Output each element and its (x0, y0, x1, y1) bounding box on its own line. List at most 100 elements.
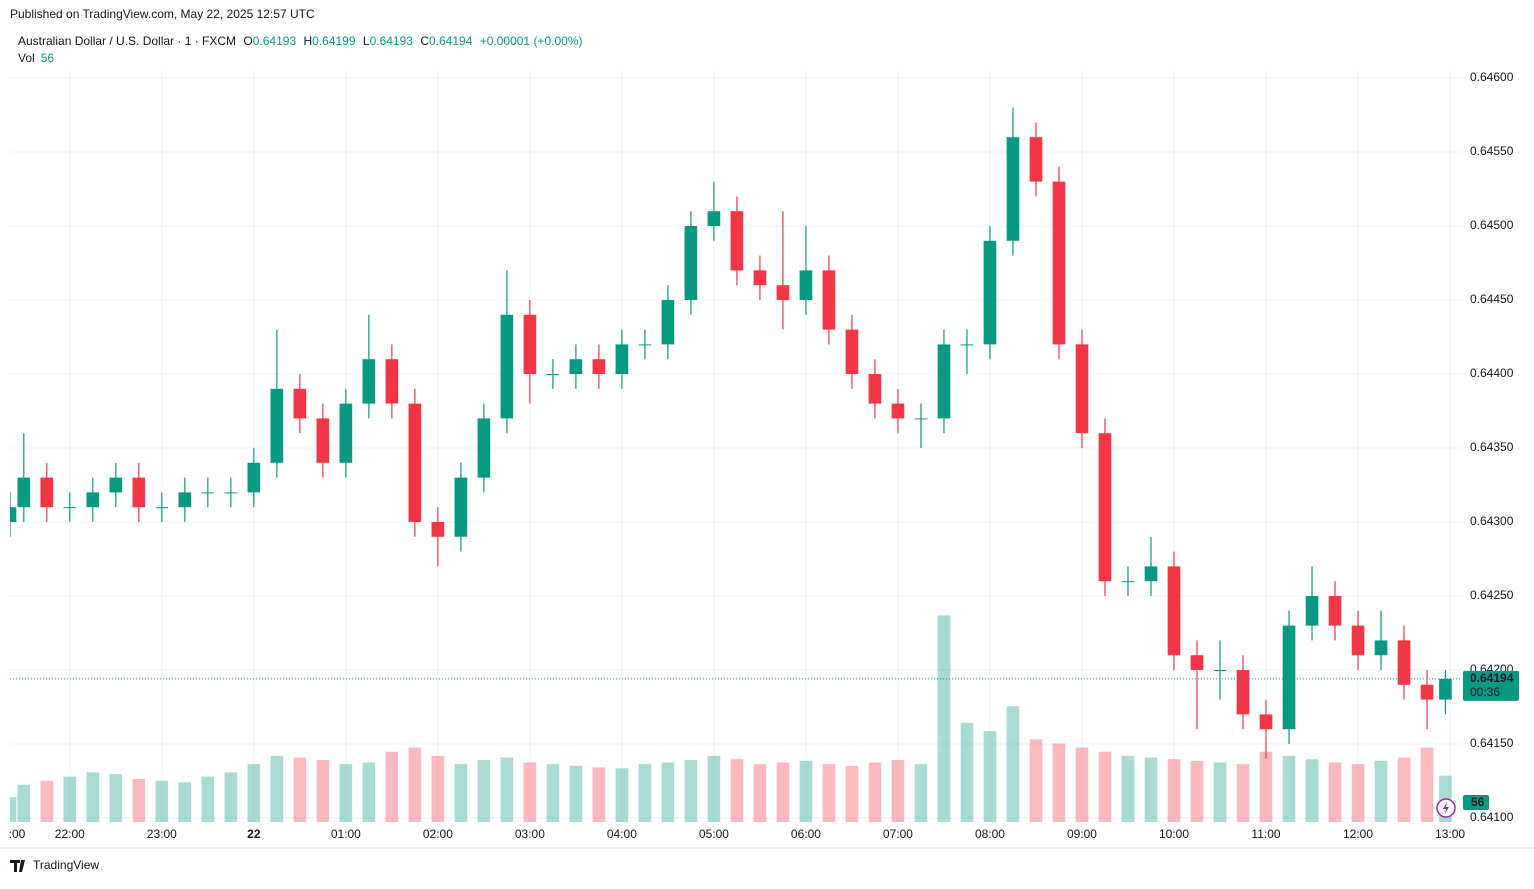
x-tick-label: 05:00 (699, 827, 729, 841)
published: Published on TradingView.com, May 22, 20… (10, 7, 315, 21)
vol-legend: Vol 56 (18, 51, 54, 65)
volume-badge (1463, 795, 1489, 810)
x-tick-label: :00 (9, 827, 26, 841)
volume-bar (707, 755, 721, 822)
candle-body (178, 492, 192, 508)
candle-body (730, 211, 744, 271)
candle-body (1259, 714, 1273, 730)
volume-bar (454, 764, 468, 822)
volume-bar (1282, 755, 1296, 822)
candle-body (661, 300, 675, 345)
volume-bar (1213, 762, 1227, 822)
volume-bar (1121, 755, 1135, 822)
candle-body (615, 344, 629, 374)
candle-body (1075, 344, 1089, 434)
candle-body (1121, 581, 1135, 583)
volume-bar (615, 768, 629, 822)
candle-body (270, 388, 284, 463)
candle-body (224, 492, 238, 494)
c-value: 0.64194 (429, 34, 473, 48)
volume-bar (1351, 764, 1365, 822)
vol-label: Vol (18, 51, 35, 65)
candle-body (109, 477, 123, 493)
volume-bar (109, 774, 123, 822)
volume-bar (914, 764, 928, 822)
candle-body (247, 462, 261, 493)
candle-body (1006, 137, 1020, 241)
candle-body (684, 226, 698, 300)
candle-body (1305, 596, 1319, 626)
volume-bar (1305, 759, 1319, 822)
y-tick-label: 0.64600 (1470, 70, 1514, 84)
volume-bar (431, 755, 445, 822)
y-tick-label: 0.64300 (1470, 514, 1514, 528)
candle-body (845, 329, 859, 374)
volume-bar (1006, 706, 1020, 822)
o-value: 0.64193 (253, 34, 297, 48)
volume-bar (247, 764, 261, 822)
candle-body (776, 285, 790, 300)
candle-body (960, 344, 974, 346)
candle-body (1236, 670, 1250, 715)
volume-bar (891, 760, 905, 822)
volume-bar (201, 776, 215, 822)
candle-body (638, 344, 652, 346)
legend: Australian Dollar / U.S. Dollar · 1 · FX… (18, 34, 582, 48)
volume-bar (1052, 743, 1066, 822)
countdown: 00:36 (1470, 685, 1500, 699)
y-tick-label: 0.64450 (1470, 292, 1514, 306)
candle-body (63, 507, 77, 509)
x-tick-label: 12:00 (1343, 827, 1373, 841)
vol-value: 56 (41, 51, 55, 65)
candle-body (1167, 566, 1181, 656)
x-tick-label: 11:00 (1251, 827, 1280, 841)
candle-body (1144, 566, 1158, 582)
logo (10, 860, 25, 872)
price-badge (1463, 670, 1519, 701)
footer-brand: TradingView (33, 858, 99, 872)
candle-body (385, 359, 399, 404)
candle-body (914, 418, 928, 420)
x-tick-label: 06:00 (791, 827, 821, 841)
candle-body (707, 211, 721, 226)
volume-bar (1029, 739, 1043, 822)
candle-body (1052, 181, 1066, 345)
candle-body (1374, 640, 1388, 656)
volume-bar (1420, 747, 1434, 822)
volume-bar (960, 722, 974, 822)
volume-bar (316, 760, 330, 822)
volume-bar (224, 772, 238, 822)
candle-body (891, 403, 905, 419)
candle-body (17, 477, 31, 508)
volume-bar (1236, 764, 1250, 822)
candle-body (1351, 625, 1365, 656)
candle-body (201, 492, 215, 494)
volume-bar (1328, 762, 1342, 822)
candle-body (753, 270, 767, 286)
volume-bar (868, 762, 882, 822)
x-tick-label: 02:00 (423, 827, 453, 841)
l-value: 0.64193 (370, 34, 414, 48)
x-tick-label: 03:00 (515, 827, 545, 841)
volume-bar (1098, 751, 1112, 822)
volume-bar (845, 765, 859, 822)
candle-body (155, 507, 169, 509)
candle-body (1029, 137, 1043, 182)
volume-bar (40, 780, 54, 822)
x-tick-label: 01:00 (331, 827, 361, 841)
candle-body (339, 403, 353, 463)
volume-bar (1144, 757, 1158, 822)
candle-body (86, 492, 100, 508)
candle-body (799, 270, 813, 300)
x-tick-label: 10:00 (1159, 827, 1189, 841)
candle-body (1397, 640, 1411, 685)
change: +0.00001 (+0.00%) (480, 34, 583, 48)
volume-bar (661, 762, 675, 822)
volume-bar (10, 797, 17, 822)
volume-bar (937, 615, 951, 822)
candle-body (1439, 678, 1452, 700)
candle-body (983, 240, 997, 345)
volume-bar (270, 755, 284, 822)
candle-body (132, 477, 146, 508)
